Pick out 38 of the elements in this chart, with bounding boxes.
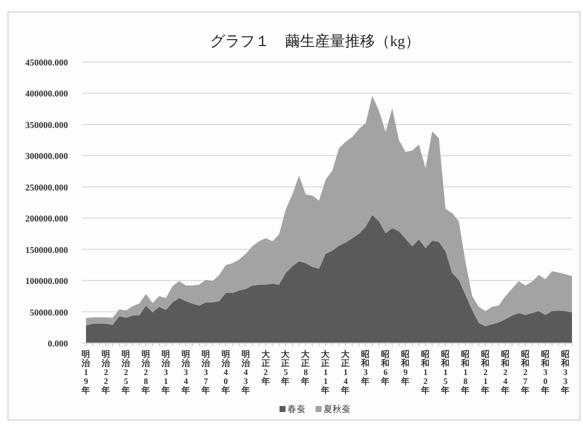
y-tick-label: 300000.000 — [25, 151, 68, 162]
y-tick-label: 50000.000 — [30, 307, 68, 318]
y-tick-label: 0.000 — [48, 338, 68, 348]
x-tick-label: 明治25年 — [120, 349, 132, 395]
x-tick-label: 明治34年 — [180, 349, 192, 395]
x-tick-label: 大正14年 — [340, 349, 352, 395]
y-tick-label: 250000.000 — [25, 182, 68, 192]
legend-label: 夏秋蚕 — [324, 404, 350, 414]
x-tick-label: 大正2年 — [260, 349, 272, 386]
x-tick-label: 昭和12年 — [420, 349, 430, 395]
y-tick-label: 400000.000 — [25, 88, 68, 99]
x-tick-label: 明治19年 — [80, 349, 92, 395]
x-tick-label: 大正8年 — [300, 349, 312, 386]
x-tick-label: 昭和30年 — [540, 349, 550, 395]
x-tick-label: 昭和3年 — [360, 349, 370, 386]
x-tick-label: 昭和6年 — [380, 349, 390, 386]
chart-title: グラフ１ 繭生産量推移（kg） — [210, 33, 420, 50]
x-tick-label: 大正5年 — [280, 349, 292, 386]
y-tick-label: 450000.000 — [25, 58, 68, 68]
y-tick-label: 100000.000 — [25, 276, 68, 286]
x-tick-label: 大正11年 — [320, 349, 332, 395]
x-tick-label: 明治31年 — [160, 349, 172, 395]
x-tick-label: 昭和27年 — [520, 349, 530, 395]
x-tick-label: 昭和33年 — [560, 349, 570, 395]
legend-label: 春蚕 — [288, 404, 306, 414]
x-tick-label: 昭和18年 — [460, 349, 470, 395]
x-tick-label: 明治40年 — [220, 349, 232, 395]
x-tick-label: 昭和21年 — [480, 349, 490, 395]
x-tick-label: 昭和24年 — [500, 349, 510, 395]
y-tick-label: 200000.000 — [25, 214, 68, 224]
x-tick-label: 明治28年 — [140, 349, 152, 395]
x-tick-label: 明治43年 — [240, 349, 252, 395]
x-tick-label: 昭和9年 — [400, 349, 410, 386]
x-tick-label: 明治22年 — [100, 349, 112, 395]
y-tick-label: 150000.000 — [25, 244, 68, 255]
y-tick-label: 350000.000 — [25, 120, 68, 130]
x-tick-label: 明治37年 — [200, 349, 212, 395]
x-tick-label: 昭和15年 — [440, 349, 450, 395]
